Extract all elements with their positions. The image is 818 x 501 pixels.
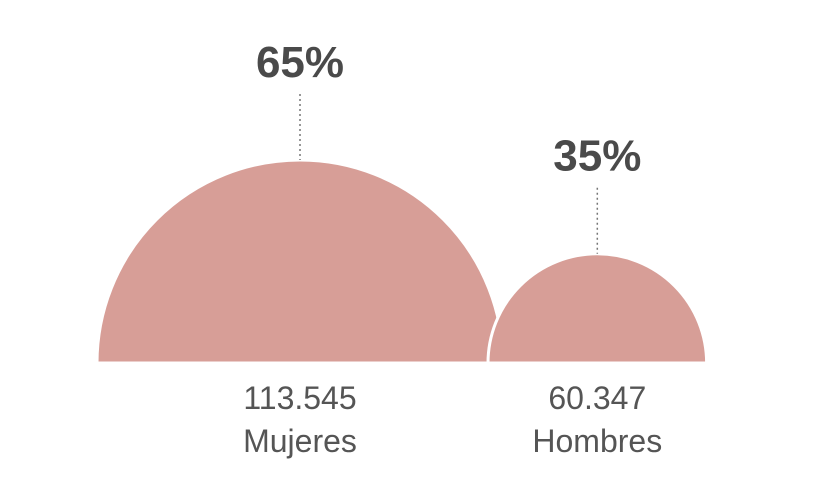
semicircle	[486, 252, 709, 365]
category-label: Hombres	[532, 423, 662, 459]
semicircle	[95, 158, 505, 365]
count-label: 60.347	[548, 380, 646, 416]
category-label: Mujeres	[243, 423, 357, 459]
percent-label: 65%	[256, 38, 344, 87]
percent-label: 35%	[553, 132, 641, 181]
count-label: 113.545	[243, 380, 356, 416]
